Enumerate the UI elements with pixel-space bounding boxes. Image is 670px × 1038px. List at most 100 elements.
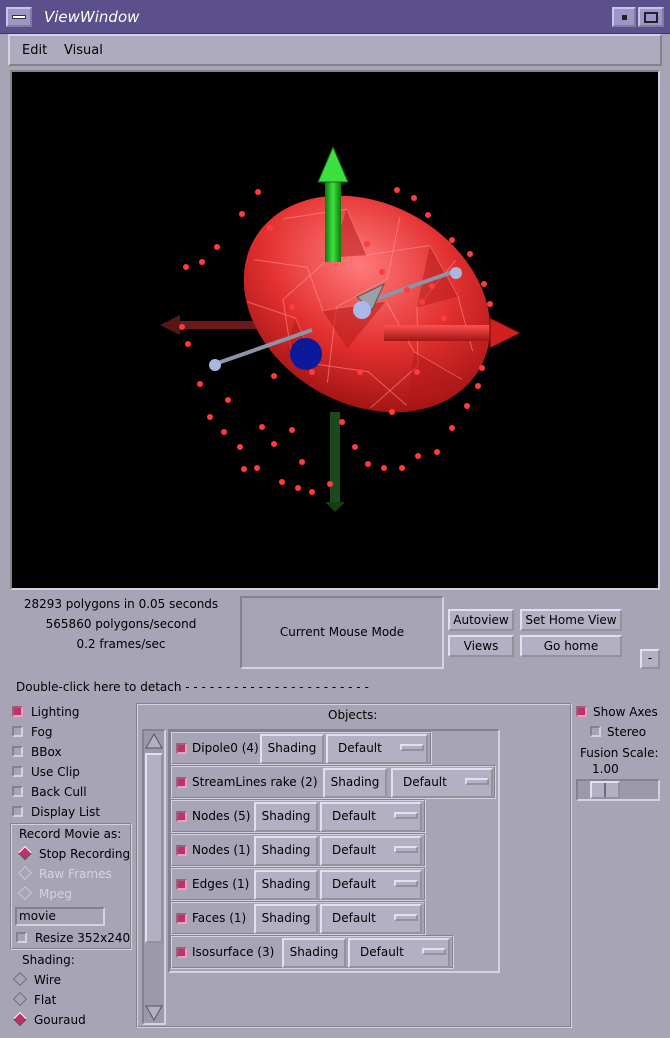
object-mode-dropdown[interactable]: Default <box>348 938 450 968</box>
option-show-axes[interactable]: Show Axes <box>576 705 658 723</box>
option-back-cull[interactable]: Back Cull <box>12 785 137 803</box>
shading-gouraud[interactable]: Gouraud <box>12 1011 86 1031</box>
option-label: Fog <box>31 725 53 739</box>
dropdown-indicator-icon <box>421 948 446 955</box>
menu-edit[interactable]: Edit <box>22 43 48 58</box>
show-axes-checkbox[interactable] <box>576 706 587 717</box>
option-bbox[interactable]: BBox <box>12 745 137 763</box>
menu-visual[interactable]: Visual <box>64 43 103 58</box>
minimize-button[interactable] <box>612 7 636 27</box>
list-item: StreamLines rake (2) Shading Default <box>170 765 496 799</box>
scroll-up-icon[interactable] <box>144 731 164 751</box>
object-label: Faces (1) <box>192 911 247 925</box>
object-shading-button[interactable]: Shading <box>323 768 387 798</box>
display-list-checkbox[interactable] <box>12 806 23 817</box>
dropdown-value: Default <box>332 843 376 857</box>
record-mpeg: Mpeg <box>17 885 72 905</box>
object-mode-dropdown[interactable]: Default <box>320 904 422 934</box>
object-mode-dropdown[interactable]: Default <box>320 870 422 900</box>
flat-radio[interactable] <box>12 991 28 1007</box>
object-label: StreamLines rake (2) <box>192 775 318 789</box>
objects-panel: Objects: Dipole0 (4) Shading Default Str… <box>136 703 572 1028</box>
maximize-button[interactable] <box>638 7 664 27</box>
set-home-view-button[interactable]: Set Home View <box>520 609 622 631</box>
bbox-checkbox[interactable] <box>12 746 23 757</box>
option-lighting[interactable]: Lighting <box>12 705 137 723</box>
slider-thumb[interactable] <box>590 781 620 799</box>
object-visible-checkbox[interactable] <box>176 913 187 924</box>
object-shading-button[interactable]: Shading <box>260 734 324 764</box>
objects-scrollbar[interactable] <box>142 729 166 1025</box>
wire-radio[interactable] <box>12 971 28 987</box>
record-stop[interactable]: Stop Recording <box>17 845 131 865</box>
object-label: Dipole0 (4) <box>192 741 259 755</box>
object-mode-dropdown[interactable]: Default <box>391 768 493 798</box>
list-item: Faces (1) Shading Default <box>170 901 426 935</box>
viewport-frame <box>10 70 660 590</box>
gouraud-radio[interactable] <box>12 1011 28 1027</box>
dropdown-indicator-icon <box>393 846 418 853</box>
record-option-label: Stop Recording <box>39 847 131 861</box>
window-menu-icon <box>12 15 26 19</box>
title-bar: ViewWindow <box>0 0 670 34</box>
object-mode-dropdown[interactable]: Default <box>326 734 428 764</box>
back-cull-checkbox[interactable] <box>12 786 23 797</box>
mpeg-radio <box>17 885 33 901</box>
objects-list: Dipole0 (4) Shading Default StreamLines … <box>168 729 500 973</box>
option-display-list[interactable]: Display List <box>12 805 137 823</box>
axis-back-x <box>160 315 260 335</box>
option-stereo[interactable]: Stereo <box>590 725 646 743</box>
use-clip-checkbox[interactable] <box>12 766 23 777</box>
object-visible-checkbox[interactable] <box>176 879 187 890</box>
maximize-icon <box>644 12 658 23</box>
3d-viewport[interactable] <box>12 72 658 588</box>
fusion-scale-slider[interactable] <box>576 779 660 801</box>
option-use-clip[interactable]: Use Clip <box>12 765 137 783</box>
fusion-scale-label: Fusion Scale: <box>580 746 659 760</box>
resize-checkbox[interactable] <box>16 932 27 943</box>
views-button[interactable]: Views <box>448 635 514 657</box>
movie-filename-input[interactable]: movie <box>15 907 105 926</box>
object-shading-button[interactable]: Shading <box>282 938 346 968</box>
shading-flat[interactable]: Flat <box>12 991 56 1011</box>
object-shading-button[interactable]: Shading <box>254 904 318 934</box>
object-visible-checkbox[interactable] <box>176 777 187 788</box>
shading-wire[interactable]: Wire <box>12 971 61 991</box>
scroll-down-icon[interactable] <box>144 1003 164 1023</box>
object-visible-checkbox[interactable] <box>176 845 187 856</box>
record-option-label: Mpeg <box>39 887 72 901</box>
record-movie-panel: Record Movie as: Stop Recording Raw Fram… <box>10 823 132 950</box>
shading-option-label: Gouraud <box>34 1013 86 1027</box>
dropdown-indicator-icon <box>393 914 418 921</box>
collapse-button[interactable]: - <box>640 649 660 669</box>
streamline-points <box>179 187 493 495</box>
stop-recording-radio[interactable] <box>17 845 33 861</box>
dipole-widget[interactable] <box>209 267 462 371</box>
stereo-label: Stereo <box>607 725 647 739</box>
menu-bar: Edit Visual <box>8 34 662 66</box>
list-item: Nodes (1) Shading Default <box>170 833 426 867</box>
object-visible-checkbox[interactable] <box>176 947 187 958</box>
lighting-checkbox[interactable] <box>12 706 23 717</box>
object-visible-checkbox[interactable] <box>176 743 187 754</box>
object-mode-dropdown[interactable]: Default <box>320 802 422 832</box>
object-shading-button[interactable]: Shading <box>254 870 318 900</box>
object-label: Nodes (1) <box>192 843 251 857</box>
object-visible-checkbox[interactable] <box>176 811 187 822</box>
object-mode-dropdown[interactable]: Default <box>320 836 422 866</box>
scroll-thumb[interactable] <box>145 753 163 943</box>
object-shading-button[interactable]: Shading <box>254 836 318 866</box>
stat-rate: 565860 polygons/second <box>45 617 197 631</box>
list-item: Isosurface (3) Shading Default <box>170 935 454 969</box>
detach-handle[interactable]: Double-click here to detach - - - - - - … <box>16 680 369 694</box>
option-fog[interactable]: Fog <box>12 725 137 743</box>
axis-back-y <box>325 412 345 512</box>
go-home-button[interactable]: Go home <box>520 635 622 657</box>
resize-option[interactable]: Resize 352x240 <box>16 931 130 949</box>
stereo-checkbox[interactable] <box>590 726 601 737</box>
autoview-button[interactable]: Autoview <box>448 609 514 631</box>
fog-checkbox[interactable] <box>12 726 23 737</box>
object-shading-button[interactable]: Shading <box>254 802 318 832</box>
slider-thumb-groove <box>604 783 606 797</box>
window-menu-button[interactable] <box>6 7 32 27</box>
